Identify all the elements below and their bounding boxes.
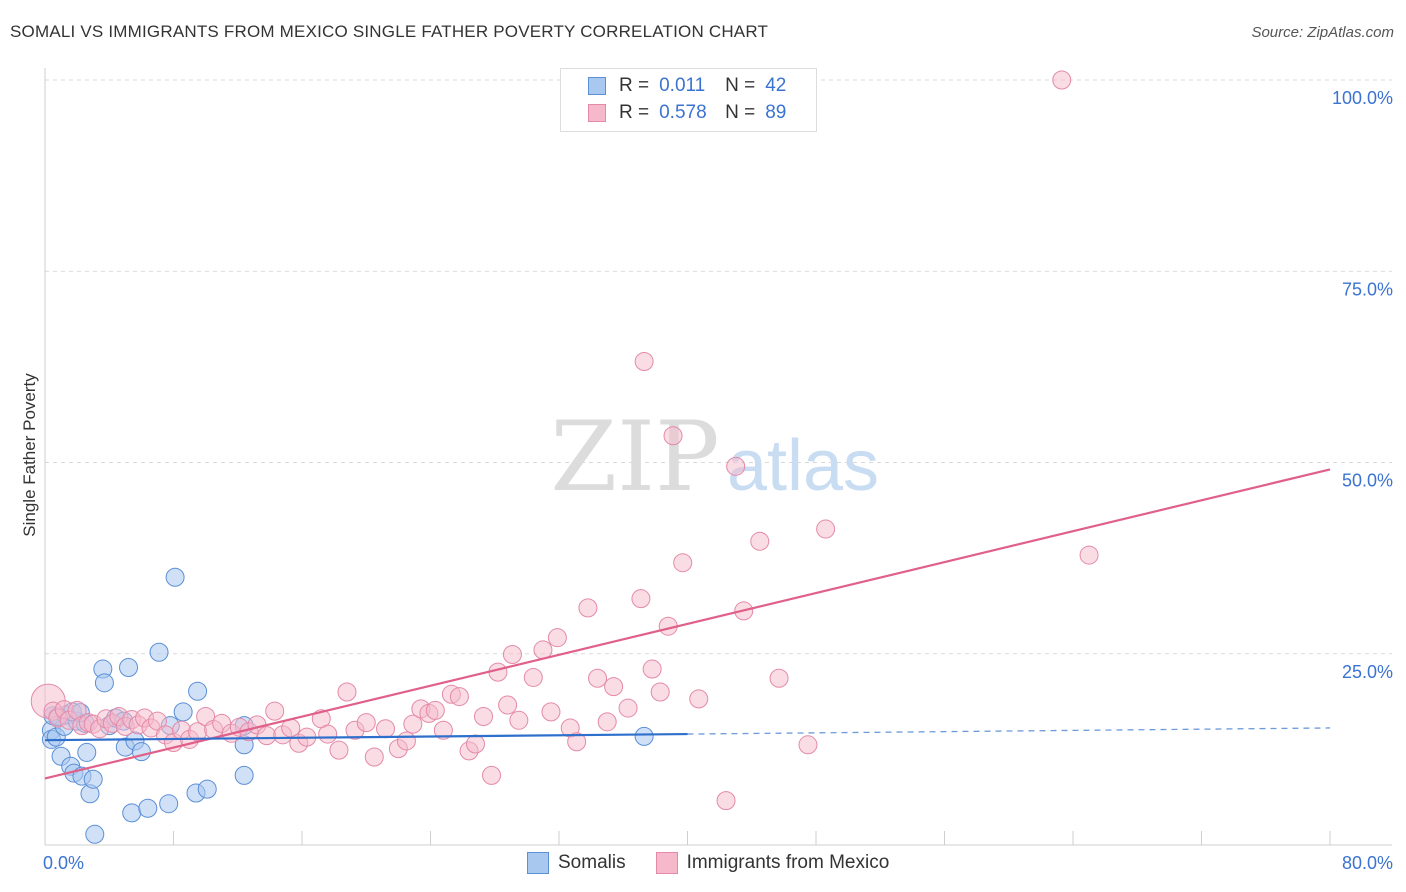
mexico-point: [816, 519, 836, 539]
mexico-point: [750, 531, 770, 551]
legend-row-mexico: R = 0.578 N = 89: [588, 101, 786, 125]
mexico-point: [642, 659, 662, 679]
grid-layer: [45, 79, 1392, 655]
mexico-point: [726, 456, 746, 476]
mexico-swatch: [588, 104, 606, 122]
somali-point: [77, 742, 97, 762]
somali-point: [634, 726, 654, 746]
mexico-regression-line: [44, 468, 1331, 780]
somali-point: [234, 765, 254, 785]
mexico-point: [257, 726, 277, 746]
mexico-point: [634, 352, 654, 372]
mexico-point: [597, 712, 617, 732]
watermark-atlas: atlas: [727, 426, 879, 506]
mexico-point: [329, 740, 349, 760]
mexico-point: [631, 589, 651, 609]
somali-point: [159, 794, 179, 814]
y-tick-label: 50.0%: [1342, 471, 1393, 491]
mexico-point: [578, 598, 598, 618]
r-label: R =: [619, 75, 650, 96]
mexico-point: [547, 628, 567, 648]
somalis-n-value: 42: [765, 75, 787, 96]
somali-regression-line: [44, 732, 688, 742]
somalis-legend-swatch: [527, 852, 549, 874]
mexico-point: [798, 735, 818, 755]
points-layer: [30, 70, 1099, 844]
mexico-point: [769, 668, 789, 688]
mexico-point: [425, 700, 445, 720]
correlation-legend: R = 0.011 N = 42 R = 0.578 N = 89: [560, 68, 817, 132]
mexico-point: [433, 720, 453, 740]
series-legend: Somalis Immigrants from Mexico: [527, 852, 919, 874]
tick-labels: 25.0% 50.0% 75.0% 100.0% 0.0% 80.0%: [43, 88, 1393, 873]
somali-point: [188, 681, 208, 701]
mexico-legend-swatch: [655, 852, 678, 874]
mexico-point: [1079, 545, 1099, 565]
mexico-point: [509, 710, 529, 730]
somali-point: [94, 673, 114, 693]
mexico-point: [474, 706, 494, 726]
somali-point: [165, 567, 185, 587]
mexico-point: [337, 682, 357, 702]
legend-row-somalis: R = 0.011 N = 42: [588, 74, 786, 98]
mexico-point: [663, 426, 683, 446]
somali-regression-extension: [687, 727, 1331, 735]
regression-lines: [44, 468, 1331, 780]
mexico-point: [604, 677, 624, 697]
mexico-point: [364, 747, 384, 767]
somali-point: [122, 803, 142, 823]
somali-point: [138, 798, 158, 818]
somali-point: [149, 642, 169, 662]
mexico-point: [482, 765, 502, 785]
somali-point: [119, 658, 139, 678]
legend-item-somalis[interactable]: Somalis: [527, 852, 626, 874]
somali-point: [197, 779, 217, 799]
r-label: R =: [619, 102, 650, 123]
mexico-point: [502, 645, 522, 665]
mexico-point: [465, 734, 485, 754]
x-tick-label-min: 0.0%: [43, 853, 84, 873]
legend-item-mexico[interactable]: Immigrants from Mexico: [655, 852, 890, 874]
mexico-point: [588, 668, 608, 688]
mexico-point: [618, 698, 638, 718]
mexico-point: [449, 687, 469, 707]
somalis-swatch: [588, 77, 606, 95]
mexico-point: [541, 702, 561, 722]
y-tick-label: 100.0%: [1332, 88, 1393, 108]
n-label: N =: [725, 75, 756, 96]
somali-point: [173, 702, 193, 722]
mexico-point: [396, 731, 416, 751]
somali-point: [85, 824, 105, 844]
y-tick-label: 75.0%: [1342, 279, 1393, 299]
mexico-point: [403, 714, 423, 734]
somalis-legend-label: Somalis: [558, 852, 626, 873]
mexico-point: [673, 553, 693, 573]
x-tick-label-max: 80.0%: [1342, 853, 1393, 873]
mexico-point: [1052, 70, 1072, 90]
mexico-point: [318, 724, 338, 744]
n-label: N =: [725, 102, 756, 123]
mexico-point: [567, 732, 587, 752]
source-credit: Source: ZipAtlas.com: [1251, 24, 1394, 41]
somali-point: [83, 769, 103, 789]
mexico-point: [265, 701, 285, 721]
mexico-point: [689, 689, 709, 709]
somali-point: [131, 742, 151, 762]
somalis-r-value: 0.011: [659, 75, 706, 96]
mexico-legend-label: Immigrants from Mexico: [686, 852, 890, 873]
mexico-point: [356, 713, 376, 733]
mexico-point: [650, 682, 670, 702]
mexico-n-value: 89: [765, 102, 787, 123]
mexico-point: [376, 719, 396, 739]
watermark-zip: ZIP: [550, 401, 719, 513]
mexico-point: [716, 791, 736, 811]
mexico-point: [498, 695, 518, 715]
mexico-r-value: 0.578: [659, 102, 707, 123]
mexico-point: [523, 667, 543, 687]
y-tick-label: 25.0%: [1342, 662, 1393, 682]
chart-title: SOMALI VS IMMIGRANTS FROM MEXICO SINGLE …: [10, 22, 769, 41]
